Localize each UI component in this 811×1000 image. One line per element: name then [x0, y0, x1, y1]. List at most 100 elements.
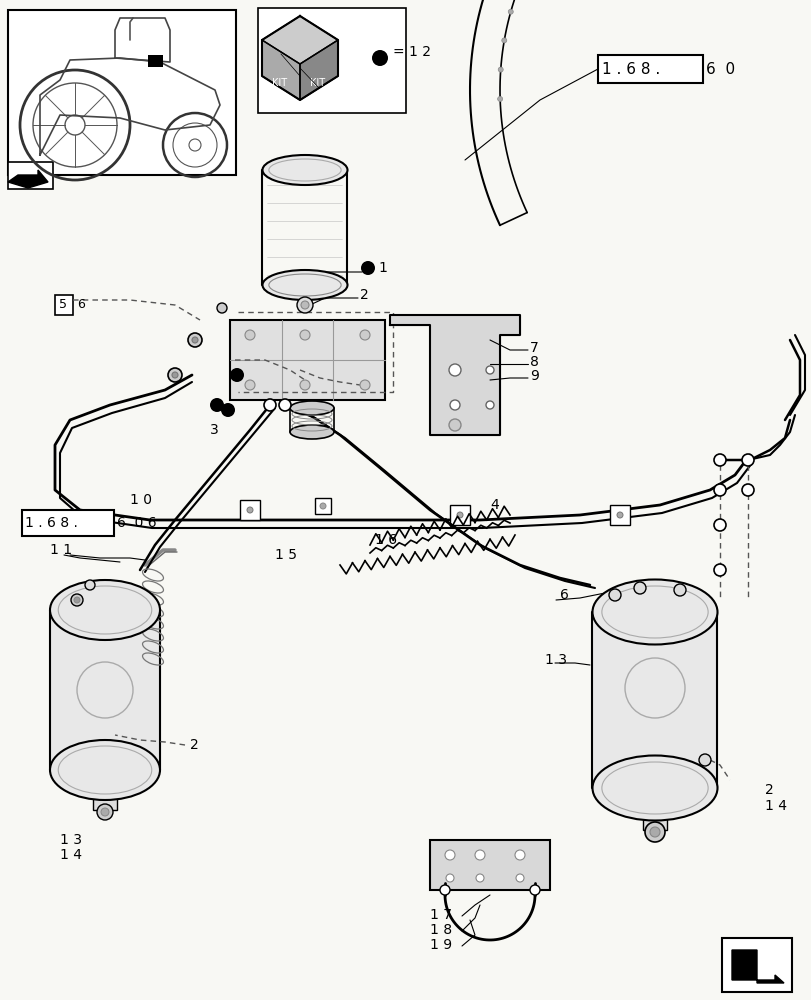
- Circle shape: [230, 368, 243, 382]
- Circle shape: [172, 372, 178, 378]
- Polygon shape: [299, 40, 337, 100]
- Circle shape: [515, 874, 523, 882]
- Circle shape: [673, 584, 685, 596]
- Ellipse shape: [262, 155, 347, 185]
- Circle shape: [245, 330, 255, 340]
- Circle shape: [361, 261, 375, 275]
- Circle shape: [713, 484, 725, 496]
- Circle shape: [299, 380, 310, 390]
- Circle shape: [497, 96, 502, 101]
- Bar: [642, 810, 666, 830]
- Circle shape: [741, 484, 753, 496]
- Circle shape: [486, 401, 493, 409]
- Bar: [55, 295, 73, 315]
- Circle shape: [457, 512, 462, 518]
- Text: 6  0: 6 0: [705, 62, 734, 77]
- Circle shape: [474, 850, 484, 860]
- Circle shape: [713, 454, 725, 466]
- Circle shape: [320, 503, 325, 509]
- Text: = 1 2: = 1 2: [393, 45, 431, 59]
- Circle shape: [713, 519, 725, 531]
- Text: 1 4: 1 4: [60, 848, 82, 862]
- Polygon shape: [389, 315, 519, 435]
- Text: 7: 7: [530, 341, 538, 355]
- Circle shape: [71, 594, 83, 606]
- Circle shape: [501, 38, 506, 43]
- Ellipse shape: [290, 401, 333, 415]
- Circle shape: [514, 850, 525, 860]
- Circle shape: [101, 808, 109, 816]
- Text: 1 . 6 8 .: 1 . 6 8 .: [25, 516, 78, 530]
- Circle shape: [449, 400, 460, 410]
- Ellipse shape: [290, 425, 333, 439]
- Circle shape: [247, 507, 253, 513]
- Circle shape: [279, 399, 290, 411]
- Bar: [315, 498, 331, 514]
- Polygon shape: [50, 610, 160, 770]
- Circle shape: [297, 297, 312, 313]
- Text: 1 4: 1 4: [764, 799, 786, 813]
- Circle shape: [448, 419, 461, 431]
- Text: 9: 9: [530, 369, 539, 383]
- Bar: [8, 10, 236, 175]
- Text: KIT: KIT: [272, 78, 287, 88]
- Text: 1 9: 1 9: [430, 938, 452, 952]
- Circle shape: [741, 454, 753, 466]
- Text: 1 1: 1 1: [50, 543, 72, 557]
- Circle shape: [264, 399, 276, 411]
- Circle shape: [530, 885, 539, 895]
- Circle shape: [498, 67, 503, 72]
- Bar: [430, 840, 549, 890]
- Bar: [258, 8, 406, 113]
- Circle shape: [299, 330, 310, 340]
- Bar: [230, 320, 384, 400]
- Bar: [240, 500, 260, 520]
- Bar: [721, 938, 791, 992]
- Circle shape: [97, 804, 113, 820]
- Circle shape: [475, 874, 483, 882]
- Ellipse shape: [50, 740, 160, 800]
- Bar: [449, 505, 470, 525]
- Text: 2: 2: [190, 738, 199, 752]
- Bar: [148, 55, 163, 67]
- Circle shape: [713, 564, 725, 576]
- Text: 2: 2: [764, 783, 773, 797]
- Bar: [22, 510, 114, 536]
- Text: 1 5: 1 5: [275, 548, 297, 562]
- Text: 1 . 6 8 .: 1 . 6 8 .: [601, 62, 659, 77]
- Text: 1: 1: [378, 261, 386, 275]
- Circle shape: [445, 874, 453, 882]
- Ellipse shape: [50, 580, 160, 640]
- Polygon shape: [8, 170, 48, 188]
- Ellipse shape: [592, 755, 717, 820]
- Text: 1 3: 1 3: [544, 653, 566, 667]
- Polygon shape: [731, 950, 783, 983]
- Circle shape: [217, 303, 227, 313]
- Text: 6: 6: [77, 298, 85, 312]
- Circle shape: [191, 337, 198, 343]
- Text: 1 0: 1 0: [130, 493, 152, 507]
- Ellipse shape: [262, 270, 347, 300]
- Circle shape: [608, 589, 620, 601]
- Ellipse shape: [592, 580, 717, 645]
- Bar: [93, 790, 117, 810]
- Circle shape: [168, 368, 182, 382]
- Circle shape: [644, 822, 664, 842]
- Circle shape: [633, 582, 646, 594]
- Circle shape: [359, 330, 370, 340]
- Circle shape: [359, 380, 370, 390]
- Text: 5: 5: [59, 298, 67, 312]
- Circle shape: [649, 827, 659, 837]
- Circle shape: [74, 597, 80, 603]
- Text: 1 6: 1 6: [375, 533, 397, 547]
- Text: 2: 2: [359, 288, 368, 302]
- Circle shape: [221, 403, 234, 417]
- Circle shape: [448, 364, 461, 376]
- Text: 8: 8: [530, 355, 539, 369]
- Circle shape: [188, 333, 202, 347]
- Circle shape: [210, 398, 224, 412]
- Circle shape: [698, 754, 710, 766]
- Circle shape: [371, 50, 388, 66]
- Text: 1 7: 1 7: [430, 908, 452, 922]
- Polygon shape: [262, 16, 337, 64]
